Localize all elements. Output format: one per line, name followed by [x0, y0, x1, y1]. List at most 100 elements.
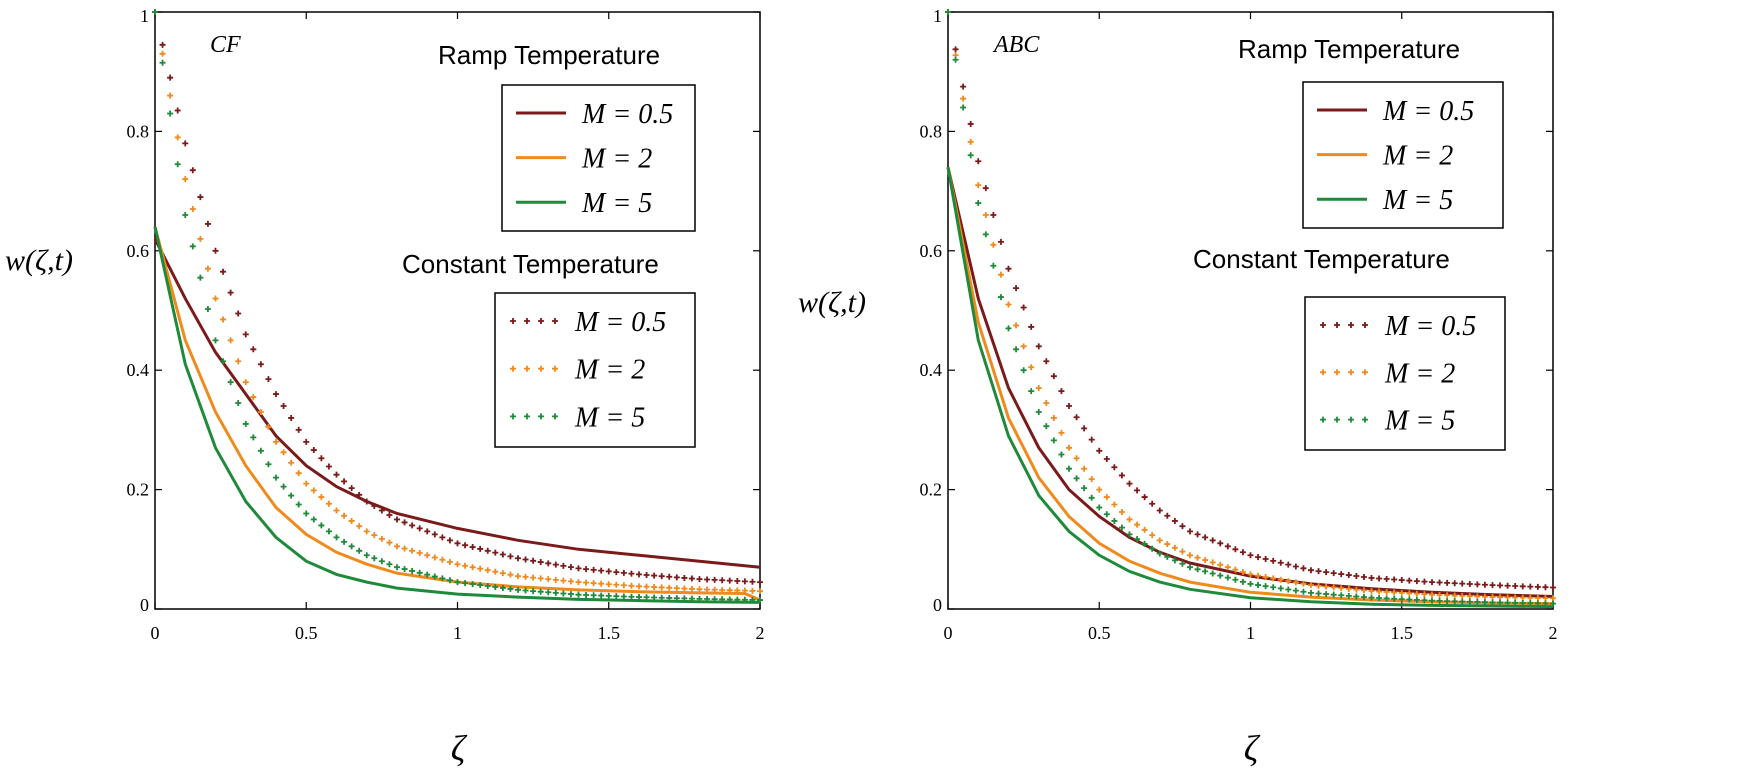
data-marker	[416, 525, 423, 532]
data-marker	[1527, 600, 1534, 607]
legend-marker-swatch	[1320, 416, 1326, 423]
data-marker	[446, 577, 453, 584]
data-marker	[265, 376, 272, 383]
data-marker	[1262, 556, 1269, 563]
data-marker	[1338, 592, 1345, 599]
legend-label: M = 2	[1382, 141, 1453, 172]
data-marker	[1028, 388, 1035, 395]
data-marker	[1103, 511, 1110, 518]
data-marker	[394, 516, 400, 523]
data-marker	[462, 580, 469, 587]
data-marker	[1171, 557, 1178, 564]
data-marker	[704, 596, 711, 602]
panel-title: CF	[210, 32, 241, 58]
data-marker	[1466, 581, 1473, 588]
data-marker	[545, 589, 552, 596]
data-marker	[1481, 593, 1488, 600]
data-marker	[341, 538, 348, 545]
data-marker	[1300, 588, 1307, 595]
data-marker	[1149, 532, 1156, 539]
data-marker	[1239, 549, 1246, 556]
data-marker	[537, 588, 544, 595]
data-marker	[681, 574, 688, 581]
data-marker	[1134, 536, 1141, 543]
data-marker	[967, 138, 974, 145]
data-marker	[499, 551, 506, 558]
data-marker	[1406, 577, 1413, 584]
data-marker	[1368, 574, 1375, 581]
data-marker	[439, 575, 446, 582]
data-marker	[673, 595, 680, 602]
ramp-legend-title: Ramp Temperature	[1238, 34, 1460, 64]
data-marker	[386, 539, 393, 546]
data-marker	[1338, 571, 1345, 578]
data-marker	[242, 420, 249, 427]
data-marker	[522, 573, 529, 580]
data-marker	[598, 580, 605, 587]
data-marker	[424, 528, 431, 535]
data-marker	[1232, 576, 1239, 583]
data-marker	[295, 501, 302, 508]
data-marker	[1103, 456, 1110, 463]
data-marker	[1194, 531, 1201, 538]
x-tick-label: 0	[151, 623, 160, 643]
data-marker	[1474, 593, 1481, 600]
data-marker	[1209, 537, 1216, 544]
data-marker	[1194, 566, 1201, 573]
data-marker	[409, 522, 416, 529]
legend-marker-swatch	[1362, 416, 1368, 423]
data-marker	[273, 474, 279, 481]
data-marker	[348, 485, 355, 492]
data-marker	[711, 586, 718, 593]
data-marker	[310, 516, 317, 523]
constant-series-5-markers	[152, 9, 763, 604]
data-marker	[590, 580, 597, 587]
data-marker	[348, 543, 355, 550]
legend-label: M = 5	[1384, 406, 1455, 437]
data-marker	[560, 562, 567, 569]
data-marker	[265, 461, 272, 468]
data-marker	[1270, 557, 1277, 564]
data-marker	[1459, 592, 1466, 599]
data-marker	[1081, 425, 1088, 432]
y-tick-label: 0.2	[127, 480, 150, 500]
data-marker	[552, 576, 559, 583]
data-marker	[477, 545, 484, 552]
data-marker	[325, 500, 332, 507]
data-marker	[666, 573, 673, 580]
data-marker	[1519, 594, 1526, 601]
data-marker	[567, 564, 574, 571]
data-marker	[1187, 564, 1193, 571]
legend-marker-swatch	[1348, 322, 1354, 328]
data-marker	[620, 582, 627, 589]
data-marker	[1111, 501, 1118, 508]
data-marker	[960, 104, 967, 111]
data-marker	[1217, 540, 1224, 547]
data-marker	[1073, 475, 1080, 482]
data-marker	[416, 550, 423, 557]
y-axis-label: w(ζ,t)	[798, 286, 866, 319]
data-marker	[658, 594, 665, 601]
data-marker	[484, 547, 491, 554]
data-marker	[401, 545, 408, 552]
x-tick-label: 1.5	[598, 623, 621, 643]
data-marker	[1156, 537, 1163, 544]
data-marker	[1519, 583, 1526, 590]
data-marker	[242, 331, 249, 338]
data-marker	[967, 120, 974, 127]
data-marker	[1330, 570, 1337, 577]
data-marker	[1512, 583, 1519, 590]
data-marker	[189, 167, 196, 174]
data-marker	[1497, 582, 1504, 589]
data-marker	[454, 561, 461, 568]
data-marker	[341, 512, 348, 519]
data-marker	[1436, 579, 1443, 586]
data-marker	[204, 220, 211, 227]
data-marker	[719, 586, 726, 593]
y-tick-label: 0.4	[920, 360, 943, 380]
data-marker	[1421, 591, 1428, 598]
data-marker	[1073, 455, 1080, 462]
data-marker	[212, 295, 219, 302]
data-marker	[620, 593, 627, 600]
